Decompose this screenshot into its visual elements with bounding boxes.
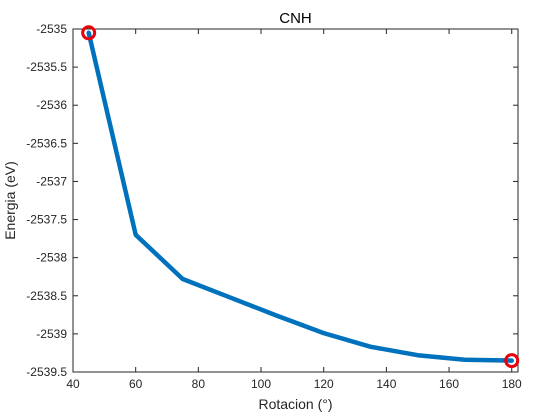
series-line <box>86 30 514 363</box>
y-tick-label: -2536 <box>36 98 67 112</box>
marker-layer <box>81 25 520 369</box>
x-tick-label: 140 <box>376 377 396 391</box>
data-point-marker <box>81 25 97 41</box>
y-tick-label: -2539.5 <box>26 365 67 379</box>
y-tick-label: -2538 <box>36 251 67 265</box>
x-tick-label: 60 <box>129 377 143 391</box>
x-tick-label: 180 <box>502 377 522 391</box>
series-layer <box>86 30 514 363</box>
y-axis: -2535 -2535.5 -2536 -2536.5 -2537 -2537.5 -253… <box>26 22 518 379</box>
y-tick-label: -2538.5 <box>26 289 67 303</box>
x-axis-title: Rotacion (°) <box>258 396 332 412</box>
x-tick-label: 120 <box>314 377 334 391</box>
plot-area <box>72 28 519 373</box>
y-tick-label: -2536.5 <box>26 136 67 150</box>
x-tick-label: 40 <box>66 377 80 391</box>
y-axis-title: Energia (eV) <box>2 161 18 240</box>
y-tick-label: -2535 <box>36 22 67 36</box>
y-tick-label: -2539 <box>36 327 67 341</box>
y-tick-label: -2537.5 <box>26 213 67 227</box>
x-tick-label: 80 <box>192 377 206 391</box>
x-axis: 40 60 80 100 120 140 160 180 <box>66 29 522 391</box>
plot-box <box>72 28 519 373</box>
chart-title: CNH <box>279 10 312 27</box>
data-point-marker <box>504 353 520 369</box>
x-tick-label: 100 <box>251 377 271 391</box>
y-tick-label: -2535.5 <box>26 60 67 74</box>
y-tick-label: -2537 <box>36 174 67 188</box>
x-tick-label: 160 <box>439 377 459 391</box>
